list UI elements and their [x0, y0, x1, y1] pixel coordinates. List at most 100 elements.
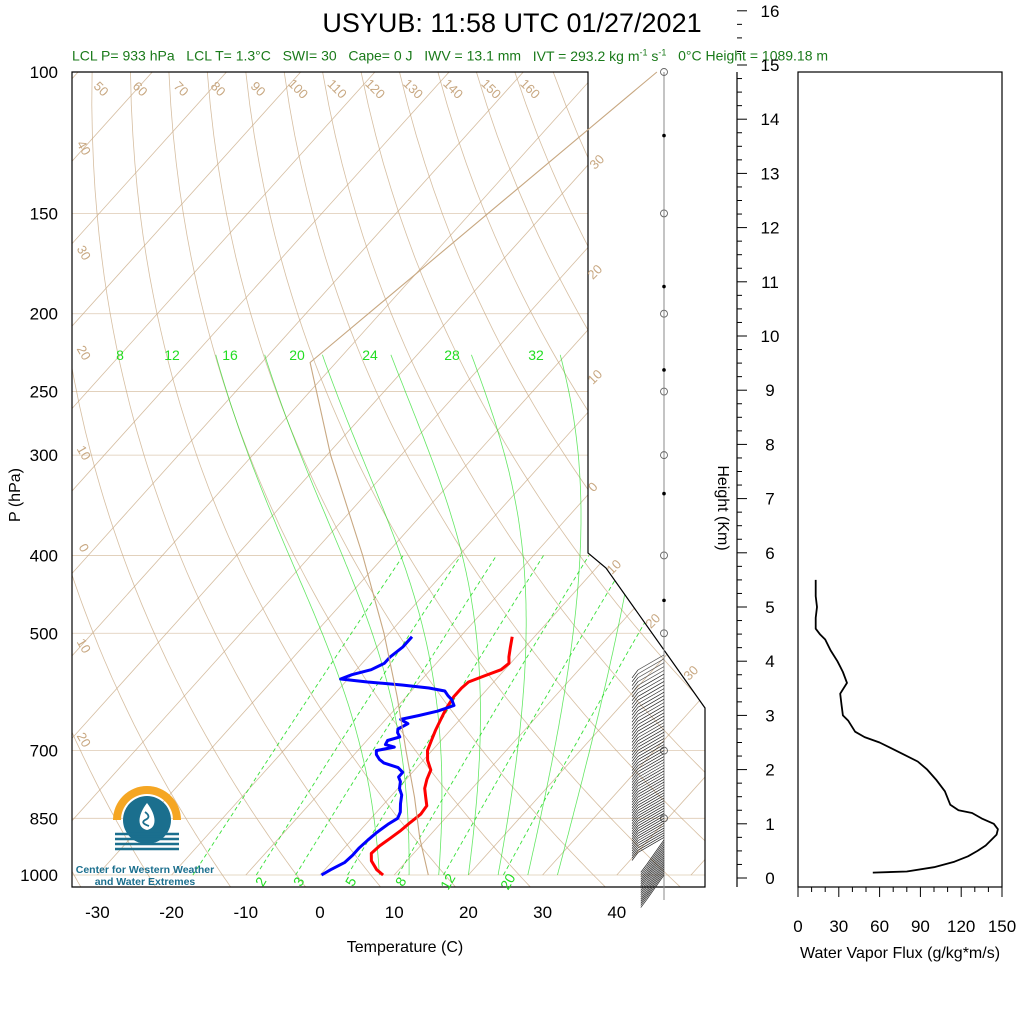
- wind-barb: [637, 677, 665, 694]
- wind-barb: [637, 709, 665, 725]
- pressure-tick-label: 500: [30, 624, 58, 643]
- wind-barb-feather: [640, 864, 648, 873]
- wind-barb-feather: [640, 888, 648, 898]
- iwv-value: IWV = 13.1 mm: [424, 47, 522, 64]
- dry-adiabat-line: [206, 72, 611, 887]
- wind-barb: [637, 662, 665, 678]
- flux-panel-frame: [797, 71, 1003, 888]
- wind-barb-feather: [631, 794, 639, 803]
- isotherm-line: [542, 72, 705, 876]
- height-tick-label: 7: [765, 490, 774, 509]
- wind-barb-feather: [631, 823, 639, 832]
- isotherm-label: 10: [74, 443, 94, 463]
- wind-level-circle: [660, 629, 668, 638]
- wind-barb-feather: [631, 713, 639, 723]
- wind-barb-feather: [631, 820, 639, 830]
- wind-level-circle: [660, 68, 668, 76]
- wind-barb-feather: [631, 796, 639, 806]
- height-tick-label: 10: [761, 327, 780, 346]
- wind-barb: [646, 870, 665, 896]
- height-tick-label: 6: [765, 544, 774, 563]
- wind-barb-feather: [631, 791, 639, 800]
- wind-barb-feather: [631, 753, 639, 762]
- wind-barb: [637, 750, 665, 766]
- dry-adiabat-line: [399, 72, 705, 887]
- wind-barb-feather: [631, 765, 639, 774]
- temperature-tick-label: 30: [533, 903, 552, 922]
- moist-adiabat-label: 16: [222, 347, 238, 363]
- wind-barb: [637, 820, 665, 837]
- wind-barb-feather: [631, 815, 639, 824]
- wind-barb-feather: [631, 840, 639, 849]
- wind-barb: [637, 800, 665, 816]
- dry-adiabat-line: [822, 72, 1024, 892]
- wind-barb-feather: [631, 833, 639, 842]
- wind-barb: [637, 728, 665, 745]
- wind-barb: [637, 808, 665, 824]
- pressure-tick-label: 400: [30, 546, 58, 565]
- wind-barb-feather: [631, 681, 639, 690]
- dry-adiabat-label: 140: [440, 76, 466, 102]
- isotherm-label: 10: [74, 636, 94, 656]
- wind-barb: [637, 705, 665, 722]
- wind-barb-feather: [631, 750, 639, 759]
- wind-level-circle: [660, 814, 668, 823]
- wind-barb-feather: [631, 703, 639, 712]
- dry-adiabat-line: [130, 72, 461, 887]
- cw3e-logo: [113, 786, 181, 851]
- flux-tick-label: 30: [829, 917, 848, 936]
- isotherm-label: 10: [603, 556, 624, 577]
- wind-barb: [637, 759, 665, 775]
- height-tick-label: 13: [761, 164, 780, 183]
- wind-barb-feather: [631, 807, 639, 817]
- wind-barb-feather: [631, 696, 639, 705]
- swi-value: SWI= 30: [282, 47, 337, 64]
- wind-barb: [637, 773, 665, 790]
- wind-level-dot: [662, 133, 666, 138]
- dry-adiabat-line: [784, 72, 1024, 892]
- moist-adiabat-label: 28: [444, 347, 460, 363]
- wind-barb-feather: [640, 897, 648, 906]
- wind-barb: [637, 789, 665, 806]
- wind-barb-feather: [640, 895, 648, 904]
- isotherm-line: [97, 72, 705, 876]
- mixing-ratio-line: [255, 555, 462, 876]
- wind-barb-feather: [640, 890, 648, 900]
- wind-barb: [637, 666, 665, 682]
- wind-barb-feather: [631, 818, 639, 827]
- wind-barb: [637, 770, 665, 787]
- wind-barb: [646, 846, 665, 872]
- dry-adiabat-label: 80: [208, 78, 229, 99]
- wind-barb-feather: [631, 669, 639, 679]
- wind-barb: [637, 684, 665, 701]
- wind-barb-feather: [631, 785, 639, 795]
- wind-barb: [637, 673, 665, 690]
- isotherm-label: 20: [642, 610, 663, 631]
- wind-barb-feather: [631, 835, 639, 844]
- isotherm-line: [616, 72, 705, 876]
- wind-barb: [637, 669, 665, 686]
- wind-barb: [646, 868, 665, 894]
- wind-barb-feather: [640, 877, 648, 887]
- height-tick-label: 15: [761, 56, 780, 75]
- temperature-tick-label: 20: [459, 903, 478, 922]
- isotherm-label: 0: [76, 541, 93, 555]
- dry-adiabat-line: [360, 72, 705, 887]
- background-lines: [72, 72, 1024, 892]
- mixing-ratio-line: [347, 555, 544, 876]
- wind-barb-feather: [631, 847, 639, 856]
- isotherm-label: 30: [680, 662, 701, 683]
- wind-level-dot: [662, 491, 666, 496]
- wind-barb-feather: [640, 873, 648, 882]
- height-tick-label: 0: [765, 869, 774, 888]
- wind-barb-feather: [631, 710, 639, 719]
- wind-barb: [637, 827, 665, 844]
- wind-barb-feather: [631, 743, 639, 753]
- dry-adiabat-line: [707, 72, 1024, 892]
- isotherm-line: [171, 72, 705, 876]
- wind-barb: [637, 767, 665, 784]
- wind-barb-feather: [631, 804, 639, 814]
- wind-barb-feather: [640, 866, 648, 875]
- wind-barb: [637, 781, 665, 798]
- mixing-ratio-line: [443, 555, 631, 876]
